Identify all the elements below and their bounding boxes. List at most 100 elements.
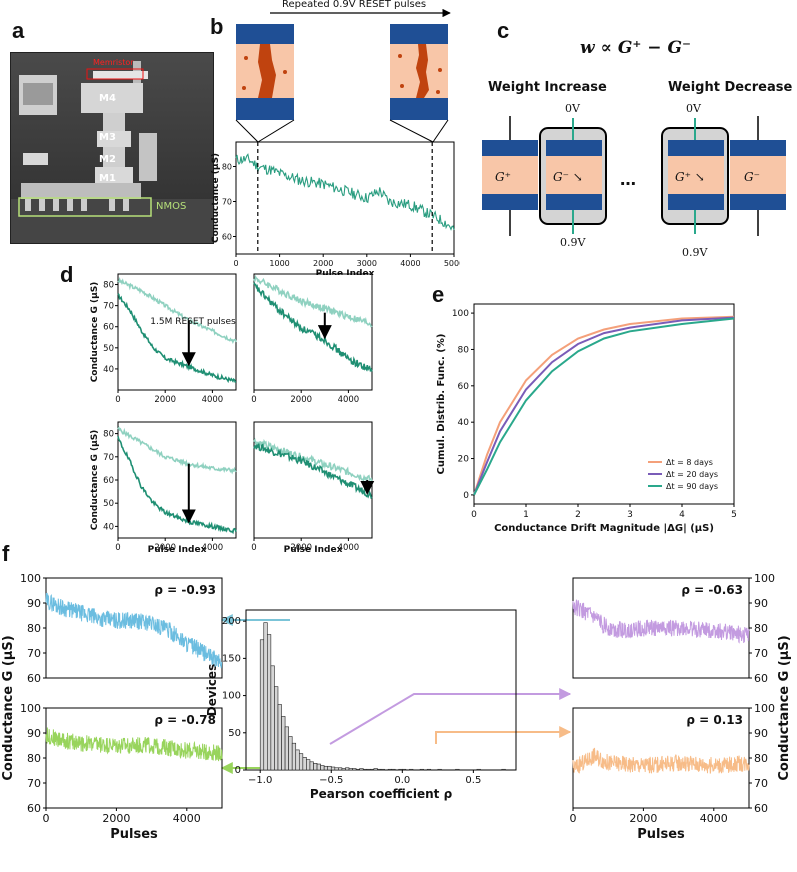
panel-label-f: f (2, 541, 10, 566)
histogram-bar (419, 768, 424, 771)
crossbar-diagram (482, 116, 786, 236)
trace-line (45, 727, 223, 762)
histogram-bar (380, 768, 385, 771)
histogram-bar (366, 768, 371, 771)
chart-f: −1.0 −0.5 0.0 0.5 0 50 100 150 200 Pearson coeffi… (1, 572, 792, 842)
rho-label: ρ = -0.78 (154, 713, 216, 727)
histogram-bar (348, 768, 353, 771)
histogram-bar (501, 768, 506, 771)
chart-e: 0 1 2 3 4 5 0 20 40 60 80 100 Δt = 8 days Δt = 20 day… (436, 303, 737, 534)
x-tick-label: 2000 (290, 543, 312, 553)
x-tick-label: 3 (627, 510, 633, 520)
weight-formula: w ∝ G⁺ − G⁻ (580, 38, 691, 58)
x-axis-label: Pearson coefficient ρ (310, 787, 453, 801)
histogram-bar (306, 759, 311, 771)
device-after (390, 24, 448, 120)
subplot-d4: 0 2000 4000 (251, 421, 375, 553)
y-tick-label: 60 (458, 382, 470, 392)
y-tick-label: 40 (103, 522, 114, 532)
trace-subplot-3: ρ = -0.63 60 70 80 90 100 (572, 572, 775, 685)
rho-label: ρ = 0.13 (686, 713, 743, 727)
y-axis-label: Cumul. Distrib. Func. (%) (436, 334, 447, 475)
y-tick-label: 70 (27, 647, 41, 660)
histogram-bar (426, 768, 432, 771)
x-tick-label: 4000 (700, 812, 728, 825)
y-tick-label: 60 (103, 476, 114, 486)
x-tick-label: 0 (115, 395, 120, 405)
y-tick-label: 100 (452, 309, 469, 319)
y-tick-label: 40 (458, 418, 470, 428)
trace-line (45, 592, 223, 669)
histogram-bar (298, 753, 304, 771)
histogram-bar (330, 766, 336, 771)
x-tick-label: 0 (43, 812, 50, 825)
trace-subplot-2: ρ = -0.78 60 70 80 90 100 0 2000 4000 Pulses (20, 702, 223, 842)
x-tick-label: 5 (731, 510, 737, 520)
histogram-bar (284, 726, 289, 771)
y-axis-label: Conductance G (μS) (90, 430, 100, 531)
y-tick-label: 80 (27, 752, 41, 765)
histogram-bar (402, 768, 407, 771)
x-axis-label: Pulse Index (148, 545, 207, 555)
histogram-bar (291, 742, 297, 771)
chart-b: 0 1000 2000 3000 4000 5000 60 70 80 Pulse Index Co… (211, 141, 460, 275)
top-voltage-label-left: 0V (565, 102, 580, 115)
legend-label: Δt = 20 days (666, 470, 718, 479)
x-tick-label: 0 (570, 812, 577, 825)
y-tick-label: 80 (754, 752, 768, 765)
histogram-bar (259, 639, 265, 771)
x-axis-label: Pulses (110, 827, 158, 842)
top-voltage-label-right: 0V (686, 102, 701, 115)
y-tick-label: 70 (27, 777, 41, 790)
y-axis-label: Conductance G (μS) (777, 635, 792, 780)
x-tick-label: 1000 (269, 259, 289, 268)
bottom-voltage-label-left: 0.9V (560, 236, 586, 249)
subplot-d2: 0 2000 4000 (251, 273, 373, 405)
histogram-bar (387, 768, 392, 771)
cdf-line (473, 316, 735, 496)
y-tick-label: 200 (222, 616, 241, 627)
histogram-bar (316, 763, 321, 771)
histogram-bar (359, 768, 364, 771)
ellipsis: … (620, 170, 636, 189)
x-tick-label: 4000 (202, 395, 224, 405)
y-tick-label: 100 (20, 572, 41, 585)
x-tick-label: 2000 (313, 259, 333, 268)
rho-label: ρ = -0.63 (681, 583, 743, 597)
x-tick-label: 4000 (338, 543, 360, 553)
weight-decrease-label: Weight Decrease (668, 80, 793, 95)
sem-image: Memristor M4 M3 M2 M1 NMOS (10, 52, 214, 244)
y-axis-label: Conductance G (μS) (1, 635, 16, 780)
histogram-bar (295, 749, 300, 771)
histogram-bar (355, 768, 360, 771)
axes-frame (253, 273, 373, 391)
axes-frame (117, 273, 237, 391)
x-tick-label: 0 (251, 395, 256, 405)
after-line (253, 443, 373, 500)
histogram-bar (345, 767, 350, 771)
y-axis-label: Conductance G (μS) (90, 282, 100, 383)
trace-line (572, 599, 750, 644)
legend-label: Δt = 8 days (666, 458, 713, 467)
panel-label-a: a (12, 18, 25, 43)
x-tick-label: 4000 (202, 543, 224, 553)
y-tick-label: 70 (754, 647, 768, 660)
histogram-bar (377, 768, 382, 771)
x-axis-label: Pulse Index (284, 545, 343, 555)
y-tick-label: 80 (103, 281, 114, 291)
histogram-bar (277, 704, 282, 771)
y-tick-label: 70 (103, 453, 114, 463)
weight-increase-label: Weight Increase (488, 80, 607, 95)
x-tick-label: −1.0 (248, 775, 272, 786)
histogram-bar (263, 622, 268, 771)
histogram-bar (334, 767, 339, 771)
x-tick-label: 4000 (338, 395, 360, 405)
sem-label-m3: M3 (99, 132, 116, 143)
panel-label-b: b (210, 14, 224, 39)
before-line (117, 425, 237, 475)
histogram-bar (281, 716, 286, 771)
after-line (253, 282, 373, 373)
histogram-bar (313, 763, 318, 771)
y-tick-label: 90 (27, 597, 41, 610)
cdf-line (473, 317, 735, 496)
